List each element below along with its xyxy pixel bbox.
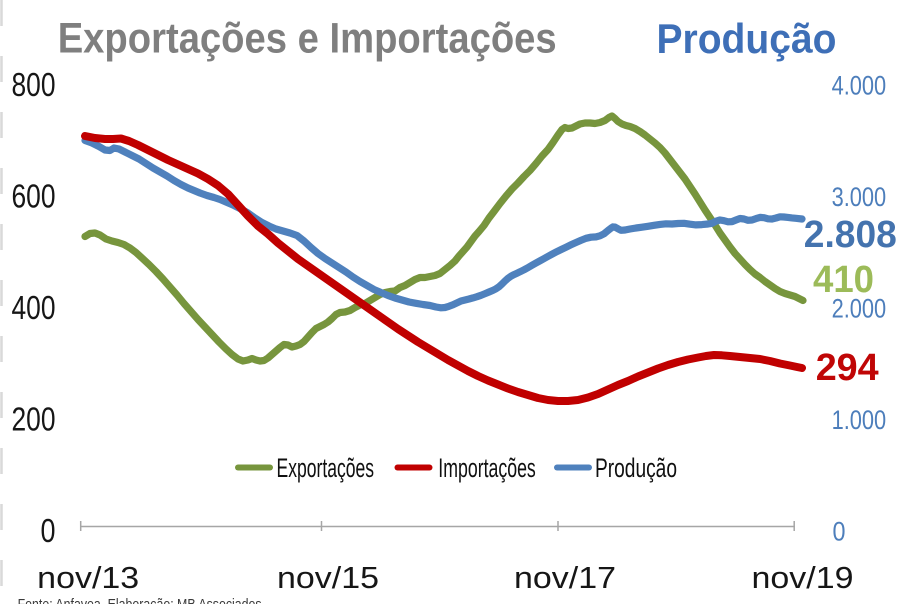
svg-text:1.000: 1.000 — [832, 405, 887, 435]
svg-text:nov/17: nov/17 — [514, 560, 616, 595]
svg-text:nov/19: nov/19 — [752, 560, 854, 595]
svg-text:0: 0 — [41, 512, 56, 549]
svg-text:410: 410 — [813, 259, 874, 301]
svg-text:2.000: 2.000 — [832, 293, 887, 323]
svg-text:Exportações e Importações: Exportações e Importações — [58, 15, 557, 63]
svg-text:nov/13: nov/13 — [37, 560, 139, 595]
svg-text:2.808: 2.808 — [804, 214, 897, 256]
svg-text:400: 400 — [12, 289, 56, 326]
svg-text:4.000: 4.000 — [832, 70, 887, 100]
svg-text:Importações: Importações — [438, 453, 536, 483]
svg-text:800: 800 — [12, 66, 56, 103]
svg-text:Produção: Produção — [595, 453, 677, 483]
svg-text:200: 200 — [12, 401, 56, 438]
svg-text:600: 600 — [12, 178, 56, 215]
svg-text:Exportações: Exportações — [277, 453, 375, 483]
svg-text:Produção: Produção — [657, 15, 837, 62]
svg-text:0: 0 — [833, 516, 846, 546]
svg-text:Fonte: Anfavea. Elaboração: MB: Fonte: Anfavea. Elaboração: MB Associado… — [18, 596, 262, 604]
svg-text:3.000: 3.000 — [832, 182, 887, 212]
svg-text:nov/15: nov/15 — [277, 560, 379, 595]
svg-text:294: 294 — [816, 347, 879, 389]
